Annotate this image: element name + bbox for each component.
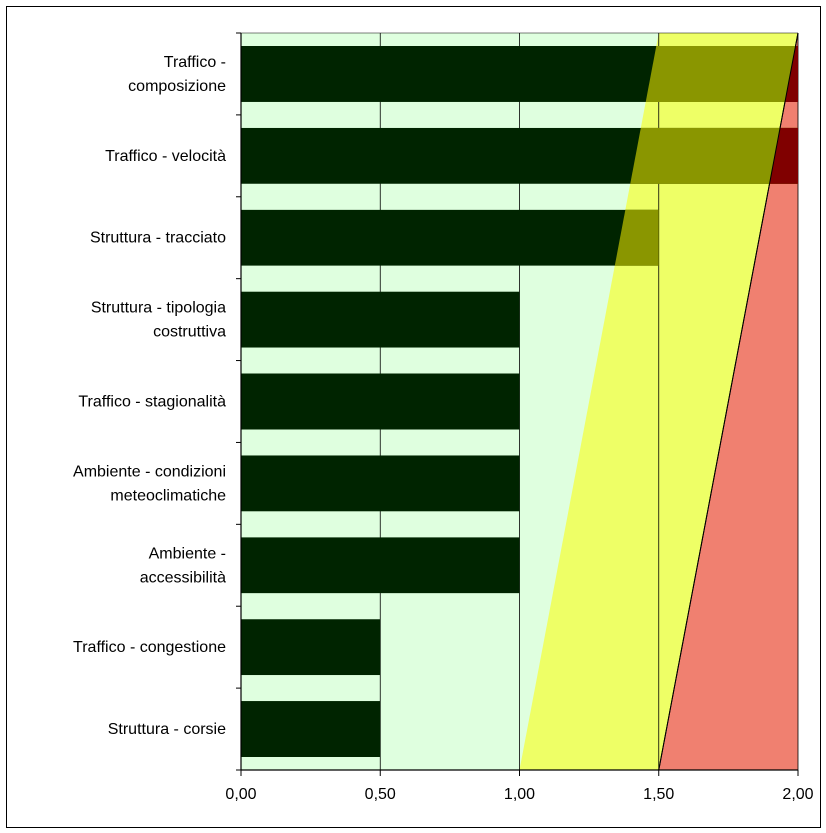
category-label: Struttura - tracciato [90, 230, 226, 247]
category-label-line: composizione [128, 78, 226, 95]
category-label-line: costruttiva [153, 324, 226, 341]
bar-segment-high [769, 127, 798, 184]
bar [241, 373, 520, 430]
x-tick-label: 0,00 [225, 786, 256, 803]
bar-segment-medium [645, 45, 798, 102]
category-labels: Traffico - composizione Traffico - velocit… [73, 54, 226, 738]
bar-chart: Traffico - composizione Traffico - velocit… [73, 32, 814, 803]
category-label: Traffico - composizione [128, 54, 226, 95]
bar [241, 537, 520, 594]
category-label-line: Struttura - tracciato [90, 230, 226, 247]
x-tick-label: 0,50 [365, 786, 396, 803]
x-tick-label: 1,00 [504, 786, 535, 803]
bar-segment-high [784, 45, 798, 102]
bar [241, 209, 659, 266]
bars [241, 32, 799, 771]
bar [241, 701, 381, 758]
category-label-line: meteoclimatiche [110, 487, 226, 504]
category-label-line: Struttura - tipologia [91, 300, 226, 317]
x-tick-label: 1,50 [643, 786, 674, 803]
category-label: Ambiente - accessibilità [140, 545, 226, 586]
category-label: Ambiente - condizioni meteoclimatiche [73, 463, 226, 504]
category-label-line: Traffico - congestione [73, 639, 226, 656]
chart-frame: Traffico - composizione Traffico - velocit… [6, 6, 821, 828]
category-label: Traffico - stagionalità [78, 394, 226, 411]
category-label: Struttura - corsie [108, 721, 226, 738]
category-label-line: Traffico - [164, 54, 226, 71]
category-label: Struttura - tipologia costruttiva [91, 300, 226, 341]
bar-segment-low [241, 455, 520, 512]
bar-segment-low [241, 209, 659, 266]
x-tick-label: 2,00 [782, 786, 813, 803]
category-label-line: Ambiente - condizioni [73, 463, 226, 480]
axes [236, 32, 799, 776]
zone-boundary-line-top [658, 32, 799, 771]
x-tick-labels: 0,00 0,50 1,00 1,50 2,00 [225, 786, 813, 803]
bar-segment-medium [614, 209, 659, 266]
category-label: Traffico - congestione [73, 639, 226, 656]
category-label-line: Ambiente - [149, 545, 226, 562]
bar [241, 45, 798, 102]
bar-segment-low [241, 291, 520, 348]
category-label-line: Struttura - corsie [108, 721, 226, 738]
bar [241, 127, 798, 184]
bar [241, 455, 520, 512]
bar-segment-low [241, 701, 381, 758]
bar-segment-low [241, 619, 381, 676]
bar [241, 619, 381, 676]
bar [241, 291, 520, 348]
category-label-line: Traffico - stagionalità [78, 394, 226, 411]
category-label: Traffico - velocità [105, 148, 226, 165]
category-label-line: Traffico - velocità [105, 148, 226, 165]
bar-segment-low [241, 373, 520, 430]
bar-segment-medium [630, 127, 798, 184]
category-label-line: accessibilità [140, 569, 226, 586]
bar-segment-low [241, 537, 520, 594]
